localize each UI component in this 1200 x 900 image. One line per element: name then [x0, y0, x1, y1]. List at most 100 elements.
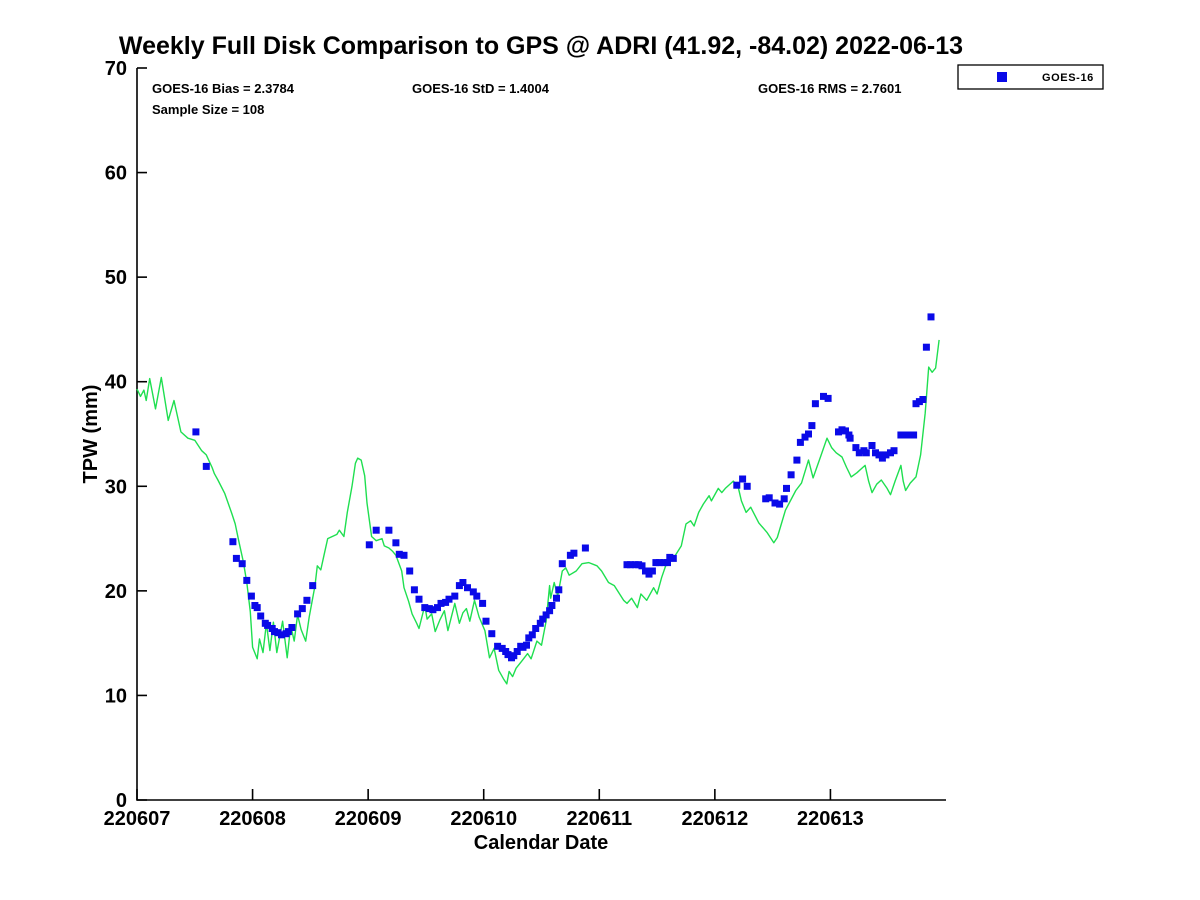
x-tick-label: 220610 — [450, 808, 517, 830]
y-axis-label: TPW (mm) — [80, 385, 102, 484]
goes16-point — [372, 526, 380, 534]
y-tick-label: 20 — [105, 581, 127, 603]
goes16-point — [776, 500, 784, 508]
goes16-point — [415, 595, 423, 603]
goes16-point — [780, 495, 788, 503]
goes16-point — [421, 604, 429, 612]
goes16-point — [862, 449, 870, 457]
goes16-point — [824, 394, 832, 402]
goes16-point — [284, 628, 292, 636]
goes16-point — [852, 444, 860, 452]
goes16-point — [513, 648, 521, 655]
goes16-point — [434, 604, 441, 612]
goes16-point — [548, 602, 556, 609]
y-tick-label: 40 — [105, 372, 127, 394]
goes16-point — [294, 610, 302, 618]
x-tick-label: 220609 — [335, 808, 402, 830]
goes16-point — [510, 652, 518, 660]
y-tick-label: 30 — [105, 476, 127, 498]
goes16-point — [796, 438, 804, 446]
goes16-point — [627, 561, 634, 569]
goes16-point — [229, 538, 237, 546]
goes16-point — [546, 607, 554, 615]
goes16-point — [464, 584, 471, 592]
x-tick-label: 220608 — [219, 808, 286, 830]
goes16-point — [553, 594, 560, 602]
goes16-point — [846, 434, 854, 442]
goes16-point — [922, 343, 930, 351]
goes16-point — [655, 559, 663, 567]
goes16-point — [820, 392, 827, 400]
goes16-point — [264, 621, 272, 629]
y-tick-label: 10 — [105, 685, 127, 707]
gps-line — [136, 339, 940, 685]
x-axis-label: Calendar Date — [474, 832, 609, 854]
goes16-point — [243, 576, 251, 584]
axis-spines — [136, 68, 946, 801]
bias-annotation: GOES-16 Bias = 2.3784 — [152, 81, 295, 96]
goes16-point — [570, 549, 578, 557]
x-tick-label: 220611 — [566, 808, 632, 830]
goes16-point — [739, 475, 747, 483]
goes16-point — [437, 599, 445, 607]
goes16-point — [482, 617, 490, 625]
goes16-point — [536, 619, 544, 627]
goes16-point — [247, 592, 255, 600]
goes16-point — [638, 562, 646, 570]
goes16-point — [811, 400, 819, 408]
y-tick-label: 70 — [105, 58, 127, 80]
goes16-point — [771, 499, 779, 507]
goes16-point — [479, 599, 487, 607]
goes16-point — [392, 539, 400, 547]
goes16-point — [473, 592, 481, 600]
goes16-point — [288, 624, 296, 631]
axes: 0 10 20 30 40 50 60 70 220607 220608 220609 220610 2… — [104, 58, 946, 830]
goes16-point — [400, 551, 408, 559]
goes16-point — [232, 554, 240, 562]
goes16-point — [733, 481, 741, 489]
goes16-point — [385, 526, 393, 534]
goes16-point — [648, 567, 656, 575]
goes16-point — [451, 592, 459, 600]
goes16-point — [406, 567, 414, 575]
goes16-point — [278, 631, 285, 639]
goes16-point — [445, 595, 453, 603]
goes16-point — [429, 606, 437, 614]
goes16-point — [868, 442, 876, 449]
y-tick-label: 0 — [116, 790, 127, 812]
goes16-point — [488, 630, 496, 638]
goes16-point — [855, 449, 863, 457]
goes16-point — [765, 494, 773, 502]
goes16-point — [669, 554, 677, 562]
goes16-point — [919, 396, 927, 403]
y-tick-label: 50 — [105, 267, 127, 289]
goes16-point — [793, 456, 801, 464]
x-tick-label: 220607 — [104, 808, 171, 830]
goes16-point — [882, 451, 890, 459]
goes16-point — [298, 605, 306, 613]
goes16-legend-marker-icon — [997, 72, 1007, 82]
goes16-point — [494, 642, 502, 650]
goes16-point — [842, 427, 849, 435]
sample-size-annotation: Sample Size = 108 — [152, 102, 264, 117]
goes16-point — [542, 611, 550, 619]
x-tick-label: 220613 — [797, 808, 864, 830]
goes16-point — [395, 550, 403, 558]
goes16-point — [410, 586, 418, 594]
goes16-point — [523, 641, 530, 649]
goes16-point — [783, 484, 790, 492]
goes16-point — [927, 313, 935, 321]
goes16-point — [805, 430, 812, 438]
std-annotation: GOES-16 StD = 1.4004 — [412, 81, 550, 96]
goes16-point — [253, 604, 261, 612]
goes16-point — [539, 615, 547, 623]
goes16-point — [581, 544, 589, 552]
goes16-point — [890, 447, 898, 455]
goes16-point — [528, 631, 536, 639]
y-tick-label: 60 — [105, 163, 127, 185]
goes16-point — [309, 582, 317, 590]
goes16-point — [743, 482, 751, 490]
goes16-point — [910, 431, 918, 439]
goes16-point — [532, 625, 540, 632]
